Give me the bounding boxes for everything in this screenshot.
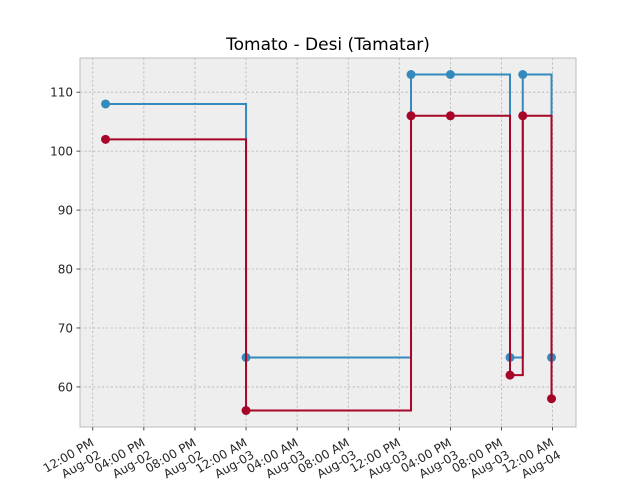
data-point [445,111,455,121]
y-tick-label: 70 [58,321,73,335]
data-point [547,394,557,404]
data-point [101,99,111,109]
data-point [241,405,251,415]
series-layer [101,70,557,415]
data-point [518,111,528,121]
y-tick-label: 80 [58,263,73,277]
y-tick-label: 90 [58,204,73,218]
grid [80,58,576,427]
plot-frame [79,57,577,428]
series-1 [101,111,557,415]
y-tick-label: 100 [50,145,73,159]
data-point [406,111,416,121]
data-point [445,70,455,80]
chart-title: Tomato - Desi (Tamatar) [225,35,430,55]
plot-area [80,58,576,427]
y-tick-label: 110 [50,86,73,100]
series-line [105,114,553,412]
y-tick-label: 60 [58,380,73,394]
data-point [406,70,416,80]
data-point [518,70,528,80]
data-point [101,134,111,144]
data-point [505,370,515,380]
